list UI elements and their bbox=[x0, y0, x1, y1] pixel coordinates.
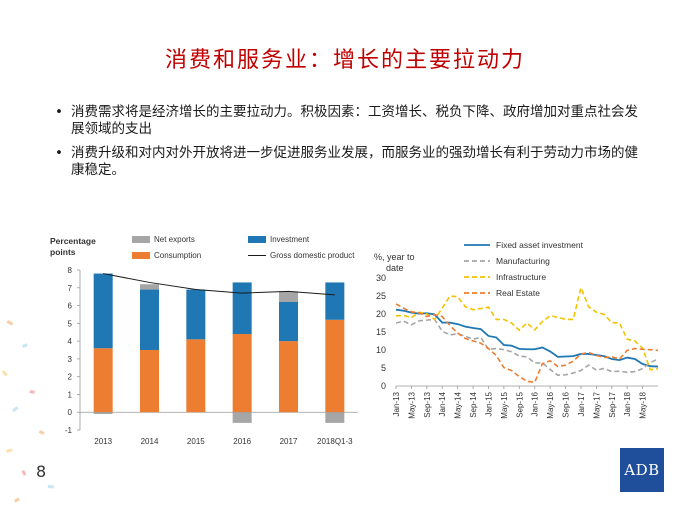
x-tick-label: 2013 bbox=[94, 437, 112, 446]
bar-consumption bbox=[140, 350, 159, 413]
bar-investment bbox=[325, 282, 345, 320]
y-tick-label: 0 bbox=[381, 381, 386, 391]
x-tick-label: 2017 bbox=[280, 437, 298, 446]
x-tick-label: Sep-16 bbox=[562, 391, 571, 417]
series-line-manufacturing bbox=[395, 318, 659, 377]
y-tick-label: 3 bbox=[68, 355, 73, 364]
x-tick-label: Jan-18 bbox=[623, 391, 632, 416]
series-line-fixed-asset-investment bbox=[395, 308, 659, 368]
y-axis-title: Percentage bbox=[50, 236, 96, 246]
y-tick-label: -1 bbox=[65, 426, 73, 435]
bar-net-exports bbox=[279, 291, 298, 302]
y-tick-label: 20 bbox=[376, 309, 386, 319]
legend-label: Investment bbox=[270, 235, 310, 244]
x-tick-label: 2015 bbox=[187, 437, 205, 446]
bar-consumption bbox=[93, 348, 113, 413]
legend-label: Infrastructure bbox=[496, 272, 546, 282]
y-axis-title: points bbox=[50, 247, 76, 257]
bar-net-exports bbox=[140, 284, 159, 290]
bar-investment bbox=[186, 289, 206, 340]
y-tick-label: 6 bbox=[68, 302, 73, 311]
x-tick-label: 2018Q1-3 bbox=[317, 437, 353, 446]
bullet-text: 消费升级和对内对外开放将进一步促进服务业发展，而服务业的强劲增长有利于劳动力市场… bbox=[71, 145, 638, 178]
x-tick-label: May-18 bbox=[639, 391, 648, 418]
slide-title: 消费和服务业：增长的主要拉动力 bbox=[164, 48, 525, 73]
y-tick-label: 2 bbox=[68, 373, 73, 382]
bar-net-exports bbox=[325, 412, 345, 423]
y-axis-title: %, year to bbox=[374, 252, 415, 262]
series-line-infrastructure bbox=[395, 285, 659, 371]
y-tick-label: 30 bbox=[376, 273, 386, 283]
x-tick-label: 2016 bbox=[233, 437, 251, 446]
x-tick-label: May-13 bbox=[407, 391, 416, 418]
x-tick-label: May-15 bbox=[500, 391, 509, 418]
y-tick-label: 0 bbox=[68, 408, 73, 417]
legend-label: Gross domestic product bbox=[270, 251, 355, 260]
adb-logo: ADB bbox=[620, 448, 664, 492]
x-tick-label: Sep-17 bbox=[608, 391, 617, 417]
bar-consumption bbox=[232, 334, 252, 413]
legend-swatch bbox=[248, 236, 266, 243]
y-tick-label: 8 bbox=[68, 266, 73, 275]
bar-investment bbox=[93, 273, 113, 349]
legend-swatch bbox=[132, 236, 150, 243]
bar-net-exports bbox=[232, 412, 252, 423]
bar-investment bbox=[140, 289, 159, 350]
page-number: 8 bbox=[36, 462, 47, 481]
legend-label: Consumption bbox=[154, 251, 201, 260]
x-tick-label: Jan-15 bbox=[484, 391, 493, 416]
decorative-confetti bbox=[1, 320, 54, 503]
x-tick-label: Jan-16 bbox=[531, 391, 540, 416]
bar-consumption bbox=[186, 339, 206, 413]
bar-consumption bbox=[279, 341, 298, 413]
y-tick-label: 4 bbox=[68, 337, 73, 346]
y-tick-label: 7 bbox=[68, 284, 73, 293]
x-tick-label: Jan-17 bbox=[577, 391, 586, 416]
y-axis-title: date bbox=[386, 263, 404, 273]
bullet-dot-icon: • bbox=[55, 104, 63, 120]
bullet-dot-icon: • bbox=[55, 145, 63, 161]
x-tick-label: May-17 bbox=[592, 391, 601, 418]
y-tick-label: 5 bbox=[68, 319, 73, 328]
legend-label: Net exports bbox=[154, 235, 195, 244]
bullet-item: • 消费需求将是经济增长的主要拉动力。积极因素：工资增长、税负下降、政府增加对重点… bbox=[55, 104, 645, 138]
y-tick-label: 1 bbox=[68, 390, 73, 399]
bar-consumption bbox=[325, 319, 345, 413]
x-tick-label: 2014 bbox=[141, 437, 159, 446]
bullet-list: • 消费需求将是经济增长的主要拉动力。积极因素：工资增长、税负下降、政府增加对重点… bbox=[55, 104, 645, 186]
y-tick-label: 10 bbox=[376, 345, 386, 355]
x-tick-label: May-14 bbox=[454, 391, 463, 418]
gdp-line bbox=[103, 273, 335, 296]
bar-investment bbox=[232, 282, 252, 334]
x-tick-label: Sep-14 bbox=[469, 391, 478, 417]
y-tick-label: 5 bbox=[381, 363, 386, 373]
legend-swatch bbox=[132, 252, 150, 259]
bar-net-exports bbox=[93, 412, 113, 414]
x-tick-label: May-16 bbox=[546, 391, 555, 418]
legend-label: Real Estate bbox=[496, 288, 540, 298]
x-tick-label: Sep-13 bbox=[423, 391, 432, 417]
x-tick-label: Jan-14 bbox=[438, 391, 447, 416]
x-tick-label: Sep-15 bbox=[515, 391, 524, 417]
y-tick-label: 25 bbox=[376, 291, 386, 301]
y-tick-label: 15 bbox=[376, 327, 386, 337]
bar-investment bbox=[279, 302, 298, 342]
legend-label: Fixed asset investment bbox=[496, 240, 584, 250]
x-tick-label: Jan-13 bbox=[392, 391, 401, 416]
legend-label: Manufacturing bbox=[496, 256, 550, 266]
bullet-text: 消费需求将是经济增长的主要拉动力。积极因素：工资增长、税负下降、政府增加对重点社… bbox=[71, 104, 638, 137]
series-line-real-estate bbox=[395, 303, 659, 384]
bullet-item: • 消费升级和对内对外开放将进一步促进服务业发展，而服务业的强劲增长有利于劳动力市… bbox=[55, 145, 645, 179]
